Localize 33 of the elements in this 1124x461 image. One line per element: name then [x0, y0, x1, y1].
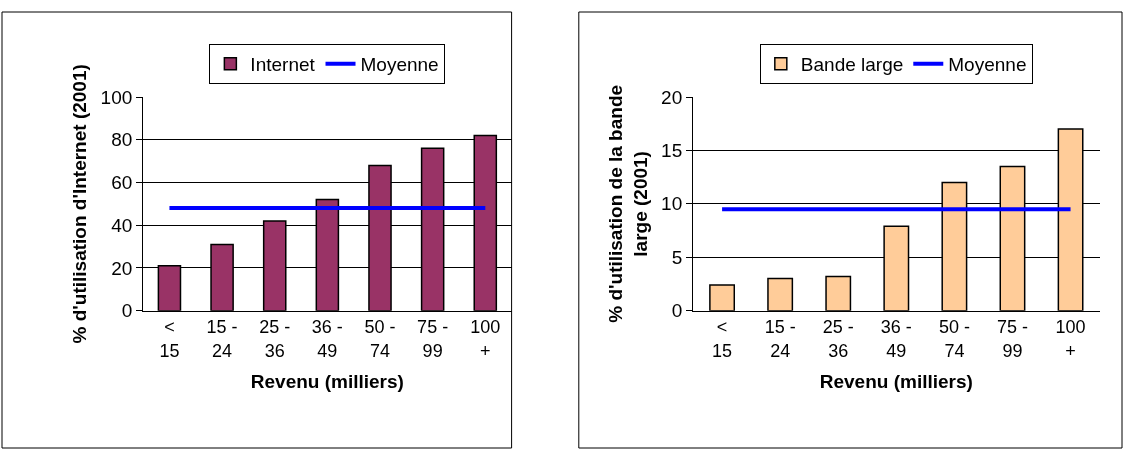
y-tick-label: 80 — [111, 129, 133, 151]
legend-label: Moyenne — [948, 54, 1027, 76]
y-tick-label: 100 — [100, 86, 133, 108]
legend-label: Moyenne — [360, 54, 439, 76]
y-tick-label: 10 — [661, 193, 683, 215]
x-tick-label: 36 - 49 — [880, 317, 912, 361]
x-tick-label: 75 - 99 — [417, 317, 449, 361]
y-tick-label: 20 — [661, 86, 683, 108]
y-tick-label: 5 — [671, 246, 683, 268]
x-tick-label: 100 + — [1055, 317, 1086, 361]
x-tick-label: 25 - 36 — [259, 317, 291, 361]
x-tick-label: 50 - 74 — [364, 317, 396, 361]
y-axis-title: % d'utilisation d'Internet (2001) — [69, 64, 91, 344]
y-tick-label: 0 — [121, 300, 133, 322]
x-tick-label: 25 - 36 — [822, 317, 854, 361]
y-tick-label: 0 — [671, 300, 683, 322]
y-tick-label: 40 — [111, 214, 133, 236]
x-tick-label: 75 - 99 — [996, 317, 1028, 361]
legend-label: Bande large — [800, 54, 904, 76]
x-axis-title: Revenu (milliers) — [250, 371, 404, 393]
x-tick-label: 100 + — [470, 317, 501, 361]
legend-label: Internet — [250, 54, 316, 76]
x-tick-label: 15 - 24 — [206, 317, 238, 361]
x-tick-label: 15 - 24 — [764, 317, 796, 361]
x-tick-label: 36 - 49 — [311, 317, 343, 361]
y-tick-label: 15 — [661, 140, 683, 162]
x-tick-label: 50 - 74 — [938, 317, 970, 361]
y-tick-label: 60 — [111, 172, 133, 194]
x-axis-title: Revenu (milliers) — [819, 371, 973, 393]
y-tick-label: 20 — [111, 257, 133, 279]
x-tick-label: < 15 — [159, 317, 180, 361]
y-axis-title: % d'utilisation de la bande large (2001) — [605, 84, 651, 323]
x-tick-label: < 15 — [712, 317, 733, 361]
